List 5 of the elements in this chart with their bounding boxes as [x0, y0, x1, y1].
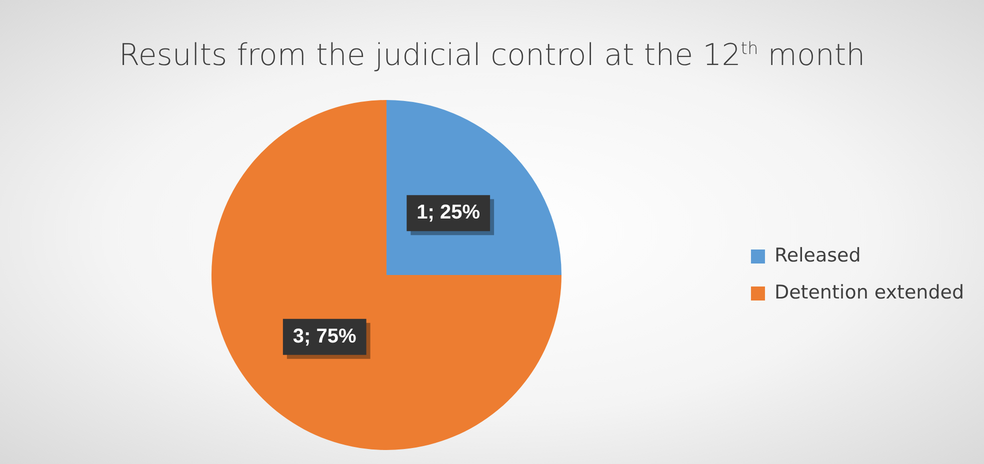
legend-label: Detention extended [774, 281, 964, 304]
data-label: 3; 75% [292, 325, 357, 348]
chart-title: Results from the judicial control at the 12$^{th}$ month [118, 38, 866, 73]
legend-label: Released [774, 244, 861, 266]
data-label: 1; 25% [416, 202, 480, 224]
